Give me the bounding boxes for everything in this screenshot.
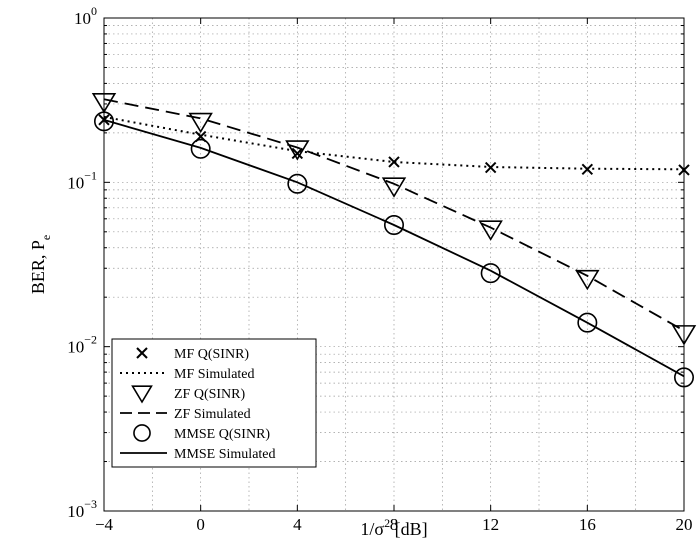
- legend-item-mmse-simulated: MMSE Simulated: [120, 447, 276, 462]
- legend-label: MMSE Simulated: [174, 447, 276, 462]
- line-zf-simulated: [103, 98, 685, 332]
- legend-item-mf-simulated: MF Simulated: [120, 367, 255, 382]
- axis-ticks: −4 0 4 8 12 16 20 100 10−1 10−2 10−3: [67, 4, 692, 534]
- point-zf-q-sinr: [381, 177, 407, 198]
- y-tick-label: 100: [74, 4, 97, 28]
- y-axis-label: BER, Pe: [28, 235, 53, 294]
- point-zf-q-sinr: [575, 269, 600, 291]
- legend-label: MF Simulated: [174, 367, 255, 382]
- line-mf-simulated: [103, 115, 685, 171]
- point-mf-q-sinr: [388, 156, 400, 168]
- legend-label: ZF Q(SINR): [174, 387, 246, 402]
- legend-marker: [131, 385, 153, 404]
- legend-label: MMSE Q(SINR): [174, 427, 270, 442]
- x-axis-label: 1/σ2 [dB]: [360, 516, 427, 539]
- legend-marker: [136, 347, 148, 359]
- y-tick-label: 10−3: [67, 497, 97, 521]
- line-mmse-simulated: [103, 119, 685, 378]
- legend-item-zf-simulated: ZF Simulated: [120, 407, 251, 422]
- x-tick-label: 4: [293, 515, 302, 534]
- legend-label: ZF Simulated: [174, 407, 251, 422]
- point-zf-q-sinr: [478, 220, 503, 241]
- point-mmse-q-sinr: [480, 263, 501, 284]
- legend-item-mmse-q-sinr: MMSE Q(SINR): [133, 424, 270, 442]
- point-mmse-q-sinr: [287, 173, 308, 194]
- legend-marker: [133, 424, 151, 442]
- legend-item-zf-q-sinr: ZF Q(SINR): [131, 385, 246, 404]
- y-tick-label: 10−1: [67, 168, 97, 192]
- point-mmse-q-sinr: [383, 215, 404, 236]
- point-zf-q-sinr: [188, 112, 213, 134]
- x-tick-label: 0: [196, 515, 205, 534]
- x-tick-label: 12: [482, 515, 499, 534]
- y-tick-label: 10−2: [67, 333, 97, 357]
- x-tick-label: 20: [676, 515, 693, 534]
- plot-series: [91, 93, 697, 388]
- legend-box: [111, 338, 317, 468]
- x-tick-label: 16: [579, 515, 596, 534]
- legend: MF Q(SINR) MF Simulated ZF Q(SINR) ZF Simul…: [111, 338, 317, 468]
- point-zf-q-sinr: [285, 140, 310, 161]
- point-mmse-q-sinr: [577, 312, 598, 333]
- x-tick-label: 8: [390, 515, 399, 534]
- x-tick-label: −4: [95, 515, 114, 534]
- legend-label: MF Q(SINR): [174, 347, 249, 362]
- point-mmse-q-sinr: [190, 138, 211, 159]
- legend-item-mf-q-sinr: MF Q(SINR): [136, 347, 249, 362]
